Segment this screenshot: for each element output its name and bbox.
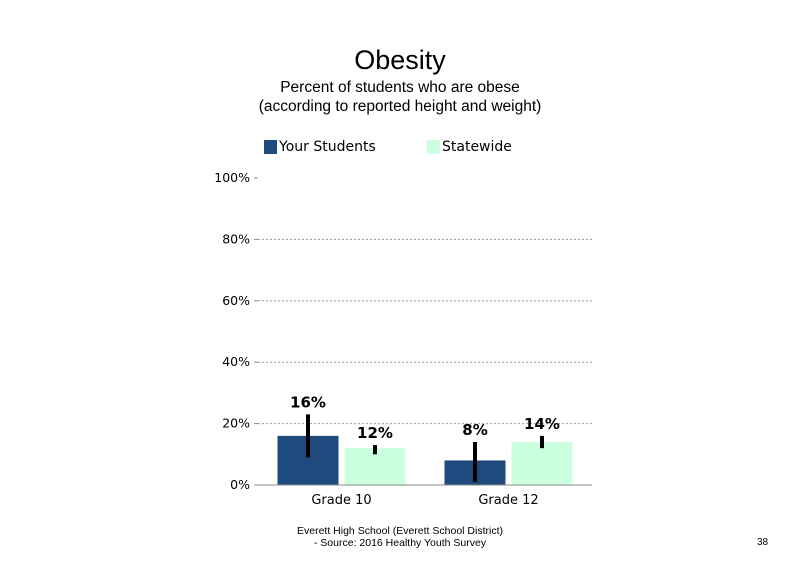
data-label: 16%: [290, 393, 326, 411]
y-tick-label: 40%: [222, 354, 250, 369]
footer-school: Everett High School (Everett School Dist…: [297, 525, 503, 537]
x-category-label: Grade 10: [311, 493, 371, 508]
page-number: 38: [757, 537, 769, 548]
chart-title: Obesity: [354, 45, 446, 75]
footer: Everett High School (Everett School Dist…: [250, 525, 550, 549]
y-tick-label: 20%: [222, 416, 250, 431]
footer-source: - Source: 2016 Healthy Youth Survey: [313, 537, 487, 549]
data-label: 12%: [357, 424, 393, 442]
data-label: 8%: [462, 421, 487, 439]
y-tick-label: 80%: [222, 231, 250, 246]
bar-statewide: [511, 442, 573, 485]
y-tick-label: 0%: [230, 477, 250, 492]
legend-swatch-your-students: [264, 140, 277, 154]
legend-label-statewide: Statewide: [442, 139, 512, 155]
legend-swatch-statewide: [427, 140, 440, 154]
legend-label-your-students: Your Students: [279, 139, 376, 155]
data-label: 14%: [524, 415, 560, 433]
x-category-label: Grade 12: [478, 493, 538, 508]
chart-subtitle: Percent of students who are obese (accor…: [258, 79, 542, 115]
y-tick-label: 100%: [214, 170, 250, 185]
y-tick-label: 60%: [222, 293, 250, 308]
